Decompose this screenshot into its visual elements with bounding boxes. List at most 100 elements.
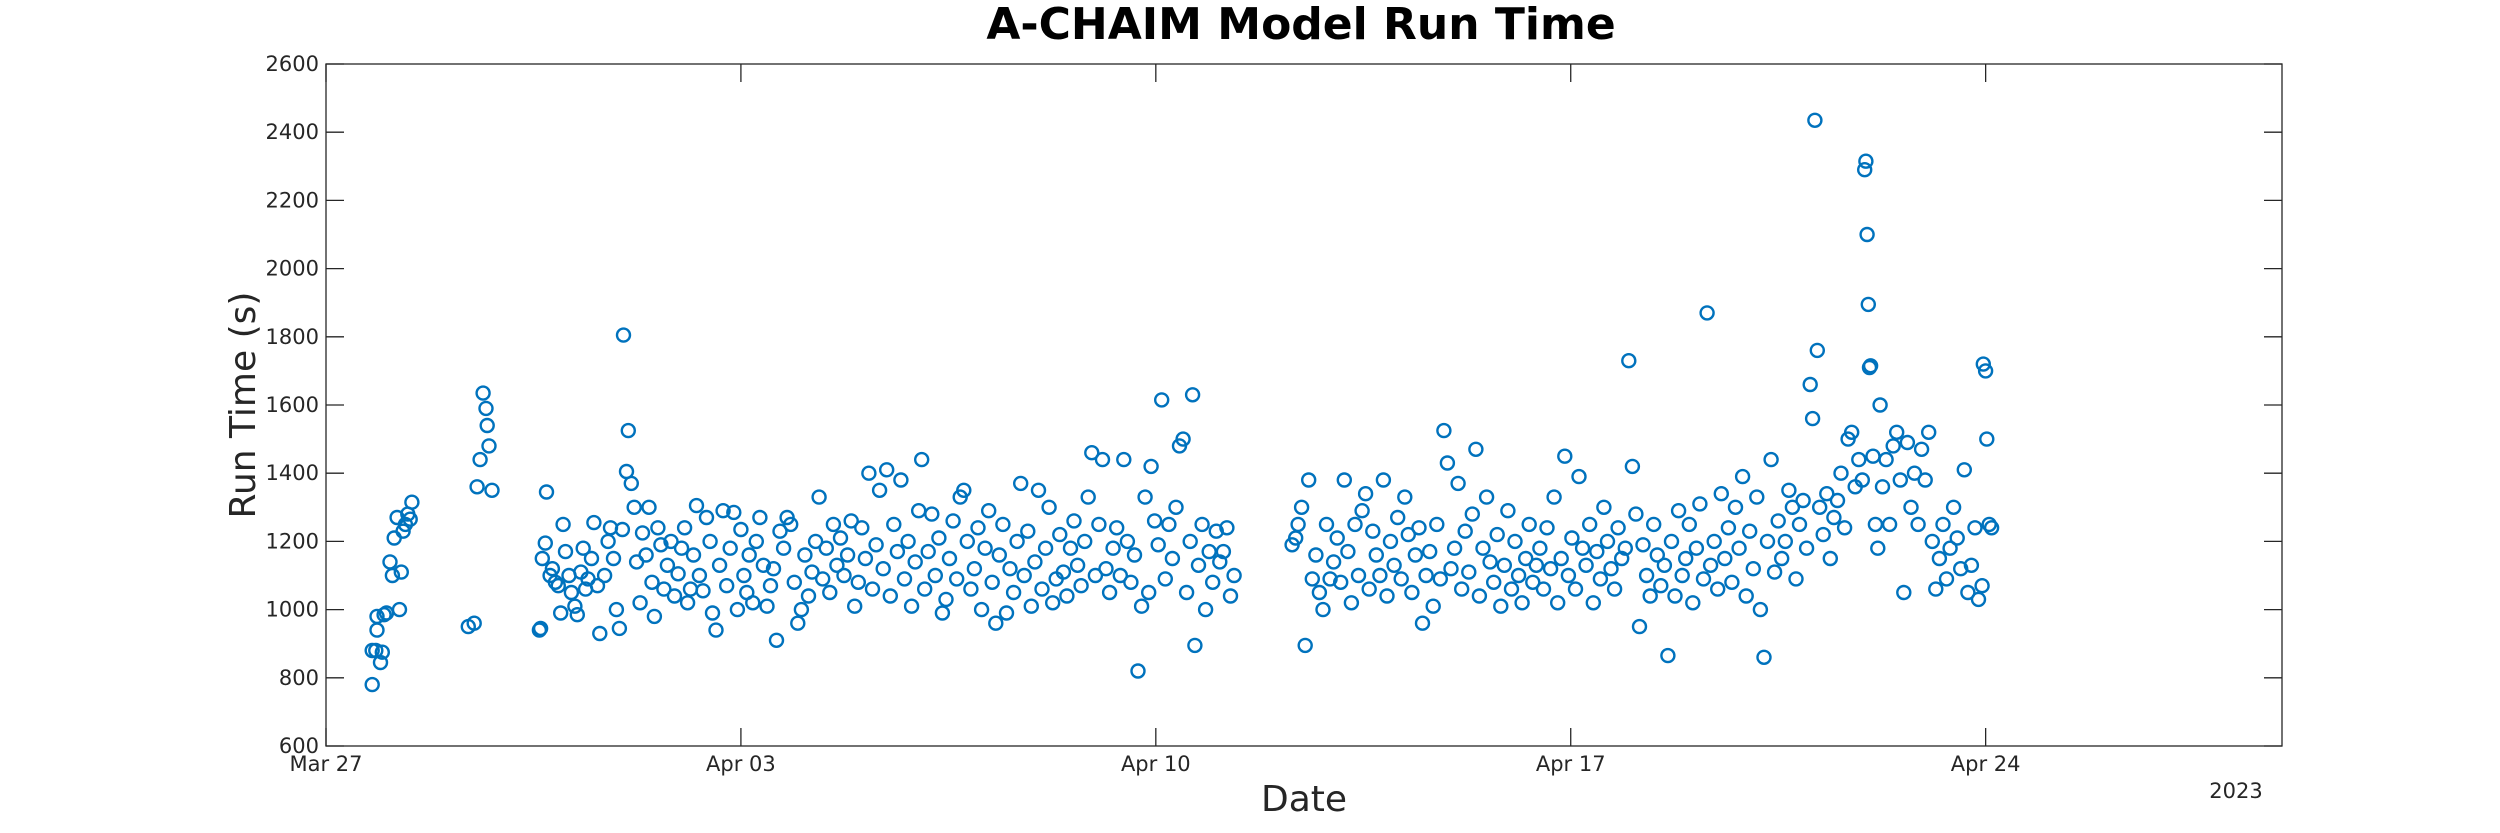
data-point — [532, 620, 549, 637]
data-point — [1332, 574, 1349, 590]
data-point — [1617, 540, 1634, 556]
data-point — [1592, 571, 1609, 587]
data-point — [1631, 618, 1648, 635]
data-point — [1446, 540, 1463, 556]
data-point — [1811, 499, 1828, 515]
data-point — [1910, 516, 1926, 533]
data-point — [1215, 543, 1232, 560]
data-point — [676, 520, 693, 536]
data-point — [1717, 550, 1733, 567]
data-point — [1464, 506, 1481, 522]
data-point — [1178, 584, 1195, 601]
data-point — [466, 615, 482, 631]
data-point — [1404, 584, 1420, 601]
data-point — [1094, 451, 1111, 468]
data-point — [1724, 574, 1740, 590]
data-point — [1807, 112, 1823, 129]
data-point — [1197, 601, 1214, 618]
data-point — [1553, 550, 1569, 567]
data-point — [402, 511, 418, 527]
data-point — [1881, 516, 1898, 533]
data-point — [391, 601, 408, 618]
data-point — [903, 598, 920, 614]
data-point — [1885, 438, 1901, 454]
data-point — [1368, 547, 1385, 563]
data-point — [663, 533, 679, 550]
data-point — [783, 516, 799, 533]
data-point — [977, 540, 993, 556]
data-point — [537, 535, 553, 551]
data-point — [896, 571, 913, 587]
data-point — [1935, 516, 1951, 533]
data-point — [790, 615, 806, 631]
data-point — [1066, 513, 1082, 529]
data-point — [875, 561, 891, 577]
data-point — [854, 520, 870, 536]
data-point — [1062, 540, 1079, 556]
data-point — [1500, 503, 1516, 519]
data-point — [1628, 506, 1644, 522]
data-point — [726, 504, 742, 521]
data-point — [682, 581, 699, 597]
data-point — [1856, 161, 1873, 178]
data-point — [1899, 434, 1916, 451]
data-point — [1013, 475, 1029, 492]
data-point — [1606, 581, 1623, 597]
data-point — [1949, 530, 1965, 546]
data-point — [1741, 523, 1758, 539]
data-point — [995, 516, 1011, 533]
data-point — [1325, 554, 1342, 570]
data-point — [1610, 520, 1626, 536]
y-axis: 600 800 1000 1200 1400 1600 1800 2000 2200 2400 26… — [266, 52, 2282, 758]
data-point — [945, 513, 961, 529]
data-point — [1489, 526, 1505, 543]
data-point — [1190, 557, 1207, 573]
data-point — [1599, 533, 1616, 550]
data-point — [1087, 567, 1104, 584]
data-point — [1642, 588, 1658, 604]
data-point — [1749, 489, 1765, 505]
data-point — [1514, 595, 1530, 611]
data-point — [1931, 550, 1948, 567]
data-point — [1727, 499, 1744, 515]
data-point — [1069, 557, 1086, 573]
data-point — [1130, 663, 1146, 679]
data-point — [900, 533, 916, 550]
data-point — [857, 550, 874, 567]
data-point — [395, 523, 411, 539]
data-point — [959, 533, 975, 550]
data-point — [1414, 615, 1431, 631]
data-point — [1005, 584, 1022, 601]
data-point — [1002, 561, 1018, 577]
data-point — [1503, 581, 1520, 597]
data-point — [1699, 305, 1715, 321]
data-point — [1706, 533, 1722, 550]
y-tick-label: 2000 — [266, 257, 319, 281]
data-point — [1645, 516, 1662, 533]
data-point — [1532, 540, 1548, 556]
y-axis-label: Run Time (s) — [223, 292, 264, 519]
plot-frame — [325, 63, 2283, 747]
data-point — [1318, 516, 1335, 533]
data-point — [1389, 509, 1406, 526]
data-point — [1713, 486, 1730, 502]
data-point — [1777, 533, 1794, 550]
data-point — [550, 578, 566, 594]
data-point — [1161, 516, 1177, 533]
data-point — [934, 605, 951, 621]
data-point — [956, 482, 972, 498]
data-point — [364, 676, 380, 693]
data-point — [1393, 571, 1409, 587]
data-point — [864, 581, 881, 597]
data-point — [1343, 595, 1360, 611]
data-point — [1624, 458, 1641, 475]
data-point — [1471, 588, 1488, 604]
data-point — [818, 540, 834, 556]
data-point — [1738, 588, 1754, 604]
data-point — [1851, 451, 1867, 468]
data-point — [544, 561, 561, 577]
data-point — [736, 567, 752, 584]
data-point — [1667, 588, 1683, 604]
data-point — [1009, 533, 1025, 550]
data-point — [1763, 451, 1779, 468]
